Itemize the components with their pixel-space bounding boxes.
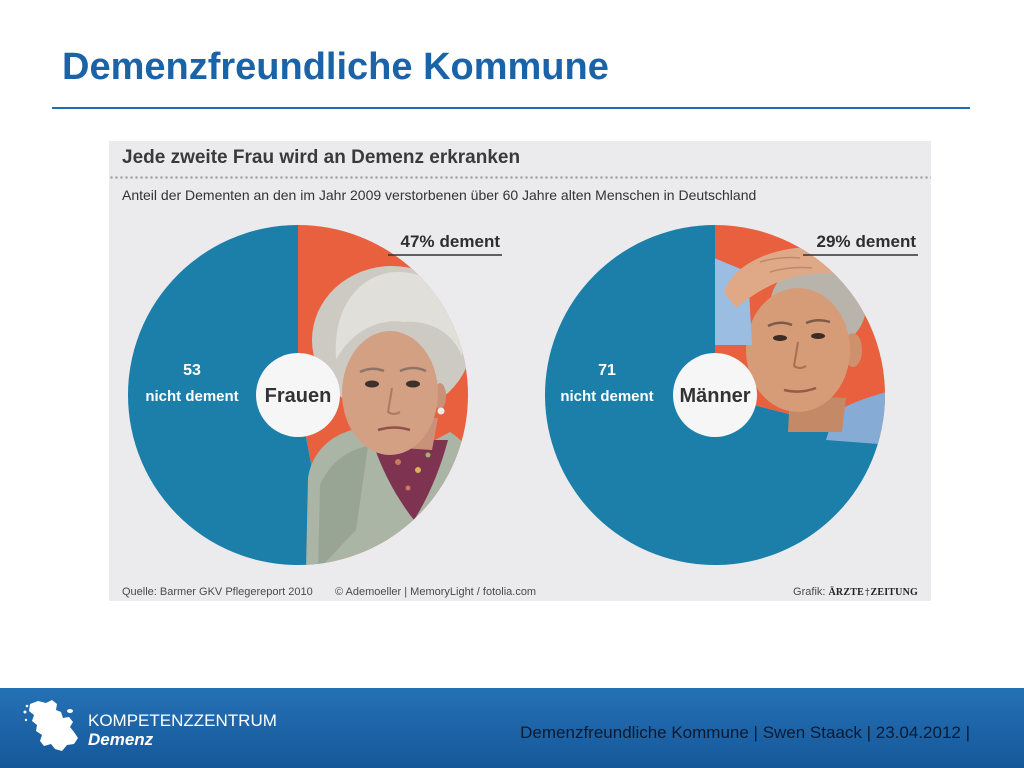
- photo-credit: © Ademoeller | MemoryLight / fotolia.com: [335, 586, 537, 598]
- label-frauen-nicht-dement-name: nicht dement: [145, 388, 238, 405]
- footer-info: Demenzfreundliche Kommune | Swen Staack …: [520, 723, 970, 742]
- schleswig-holstein-map-icon: [23, 700, 78, 751]
- label-maenner-nicht-dement-value: 71: [598, 362, 616, 379]
- label-frauen-dement: 47% dement: [401, 232, 501, 251]
- label-frauen-nicht-dement-value: 53: [183, 362, 201, 379]
- label-frauen-dement-value: 47%: [401, 232, 435, 251]
- aerzte-zeitung-logo-part1: ÄRZTE: [828, 587, 864, 598]
- label-frauen-dement-name: dement: [440, 232, 501, 251]
- source-note: Quelle: Barmer GKV Pflegereport 2010: [122, 586, 313, 598]
- pie-maenner-center-label: Männer: [679, 385, 750, 407]
- infographic-title: Jede zweite Frau wird an Demenz erkranke…: [122, 147, 521, 168]
- pie-chart-maenner: Männer 71 nicht dement 29% dement: [545, 225, 918, 565]
- aerzte-zeitung-logo-part2: ZEITUNG: [870, 587, 918, 598]
- slide-title: Demenzfreundliche Kommune: [62, 46, 609, 88]
- pie-frauen-center-label: Frauen: [265, 385, 332, 407]
- pie-chart-frauen: Frauen 53 nicht dement 47% dement: [127, 225, 502, 565]
- infographic-subtitle: Anteil der Dementen an den im Jahr 2009 …: [122, 187, 757, 203]
- pie-maenner-center-disc: [673, 353, 757, 437]
- pie-charts: Frauen 53 nicht dement 47% dement: [127, 225, 918, 565]
- graphic-credit: Grafik: ÄRZTE†ZEITUNG: [793, 585, 918, 600]
- label-maenner-dement-name: dement: [856, 232, 917, 251]
- label-maenner-nicht-dement-name: nicht dement: [560, 388, 653, 405]
- label-maenner-dement: 29% dement: [817, 232, 917, 251]
- infographic-panel: Frauen 53 nicht dement 47% dement: [109, 141, 931, 601]
- pie-frauen-center-disc: [256, 353, 340, 437]
- pie-slice-frauen-nicht-dement: [127, 225, 330, 565]
- footer-bar: KOMPETENZZENTRUM Demenz Demenzfreundlich…: [0, 688, 1024, 768]
- dotted-divider: [109, 176, 931, 179]
- graphic-credit-label: Grafik:: [793, 586, 826, 598]
- aerzte-zeitung-logo-mark: †: [864, 588, 870, 598]
- title-divider: [52, 107, 970, 109]
- woman-photo: [306, 266, 468, 565]
- logo-text-demenz: Demenz: [88, 730, 154, 749]
- label-maenner-dement-value: 29%: [817, 232, 851, 251]
- logo-text-kompetenzzentrum: KOMPETENZZENTRUM: [88, 711, 277, 730]
